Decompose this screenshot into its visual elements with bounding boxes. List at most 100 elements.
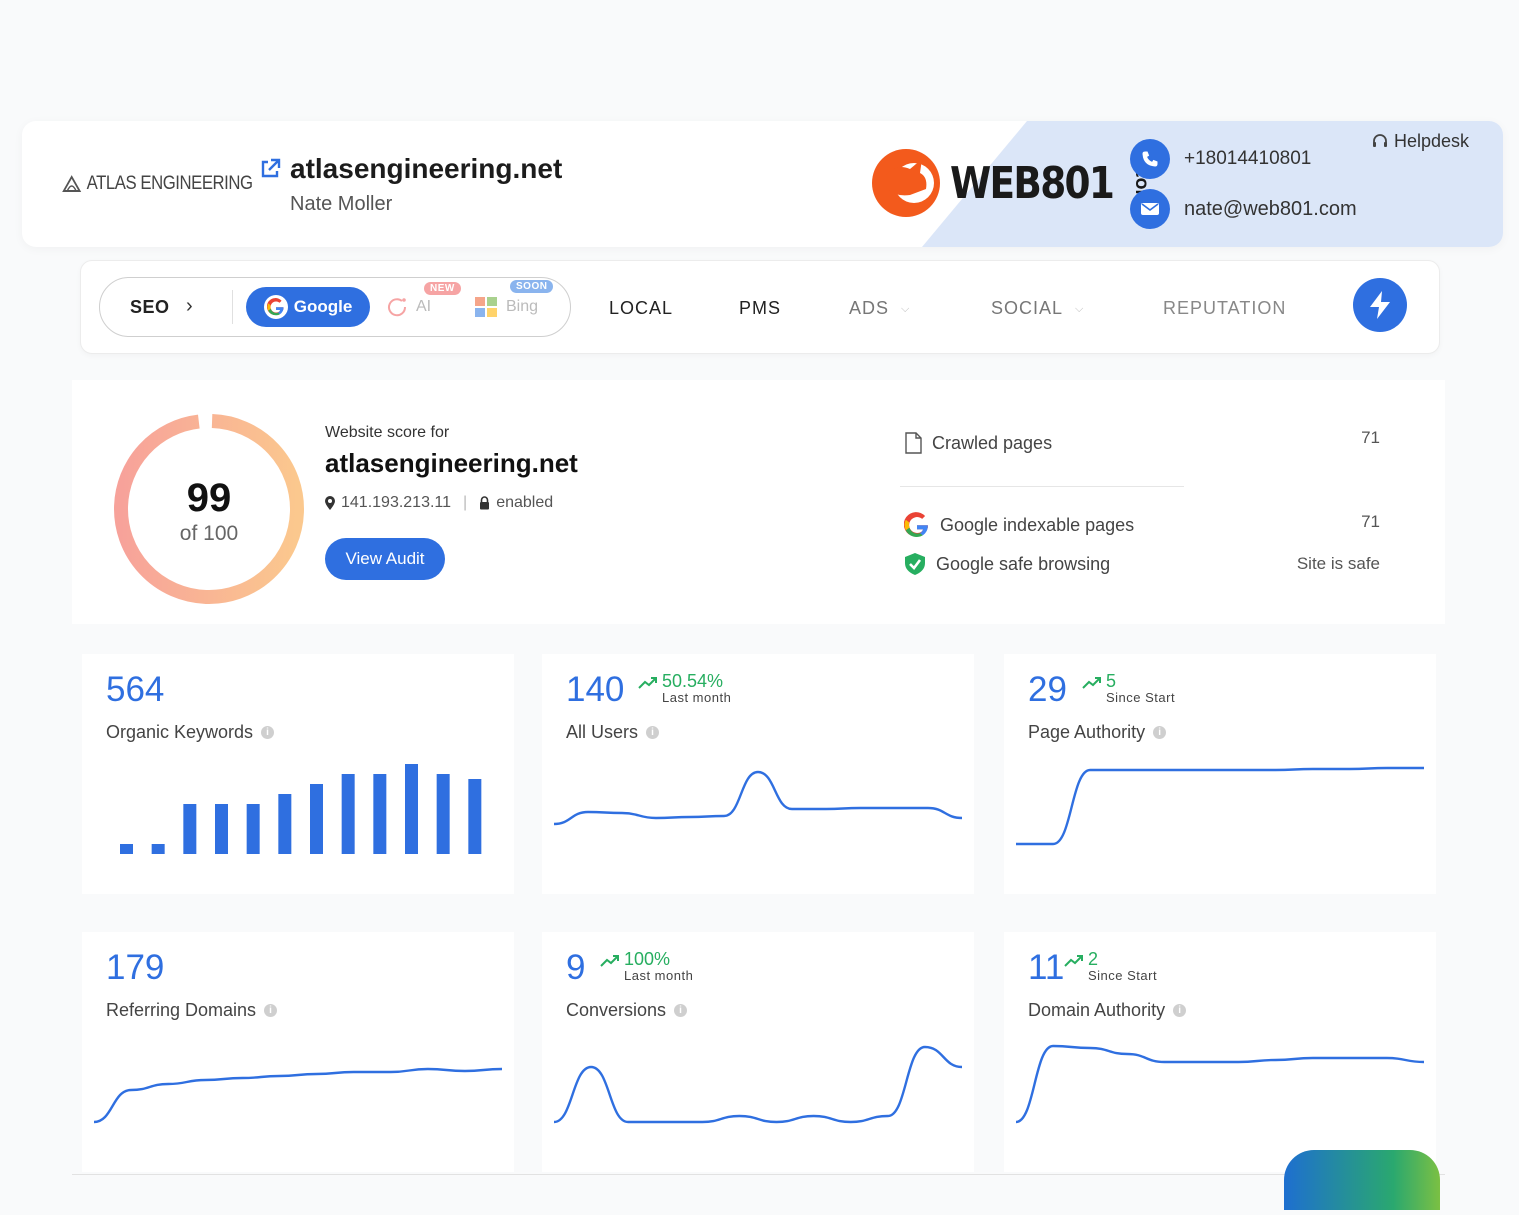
ai-refresh-icon [388, 298, 407, 317]
chart-bar[interactable] [341, 774, 355, 854]
info-icon[interactable]: i [261, 726, 275, 739]
envelope-icon [1130, 189, 1170, 229]
chart-line [553, 1045, 963, 1124]
site-link[interactable]: atlasengineering.net [258, 153, 562, 185]
site-meta: 141.193.213.11 | enabled [325, 494, 553, 512]
nav-social-label: SOCIAL [991, 298, 1064, 318]
chart-line [553, 770, 963, 826]
indexable-pages-row: Google indexable pages 71 [904, 512, 1380, 538]
metric-label: Conversions [566, 1000, 667, 1020]
referring-domains-value: 179 [106, 948, 165, 987]
nav-local[interactable]: LOCAL [609, 298, 674, 318]
chart-bar[interactable] [405, 764, 418, 854]
info-icon[interactable]: i [264, 1004, 278, 1017]
headset-icon [1373, 133, 1387, 147]
chart-bar[interactable] [436, 774, 450, 854]
domain-authority-chart [1015, 1044, 1425, 1124]
meta-separator: | [463, 494, 468, 511]
info-icon[interactable]: i [1173, 1004, 1187, 1017]
nav-social[interactable]: SOCIAL ⌵ [991, 298, 1084, 319]
seo-selector: SEO › Google AI NEW Bing SOON [99, 277, 571, 337]
shield-check-icon [905, 553, 925, 575]
chart-bar[interactable] [183, 804, 197, 854]
email-contact[interactable]: nate@web801.com [1130, 189, 1357, 229]
phone-icon [1130, 139, 1170, 179]
page-authority-label: Page Authority i [1028, 722, 1167, 743]
chart-bar[interactable] [373, 774, 387, 854]
chevron-down-icon: ⌵ [901, 302, 911, 315]
all-users-label: All Users i [566, 722, 660, 743]
nav-ads-label: ADS [849, 298, 890, 318]
conversions-chart [553, 1045, 963, 1124]
page-authority-card: 29 5 Since Start Page Authority i [1004, 654, 1436, 894]
safe-label: Google safe browsing [936, 553, 1111, 574]
page-bottom [0, 1174, 1519, 1215]
chart-bar[interactable] [215, 804, 228, 854]
score-caption: Website score for [325, 424, 450, 441]
trend-value: 50.54% [662, 671, 724, 691]
nav-reputation[interactable]: REPUTATION [1163, 298, 1287, 318]
helpdesk-link[interactable]: Helpdesk [1370, 131, 1469, 152]
main-nav: SEO › Google AI NEW Bing SOON LOCAL PMS … [80, 260, 1440, 354]
trend-period: Since Start [1088, 968, 1158, 983]
chart-bar[interactable] [468, 779, 482, 854]
info-icon[interactable]: i [646, 726, 660, 739]
trend-value: 100% [624, 949, 671, 969]
chart-bar[interactable] [151, 844, 165, 854]
phone-contact[interactable]: +18014410801 [1130, 139, 1311, 179]
seo-tab[interactable]: SEO [130, 297, 170, 317]
safe-value: Site is safe [1296, 554, 1380, 573]
phone-number: +18014410801 [1184, 148, 1312, 169]
page-bottom-border [72, 1174, 1445, 1175]
score-ring [113, 414, 304, 605]
chart-bar[interactable] [310, 784, 323, 854]
atlas-logo-icon [62, 175, 82, 192]
page-authority-trend: 5 Since Start [1082, 672, 1175, 705]
chart-bar[interactable] [120, 844, 133, 854]
ai-engine-button[interactable]: AI [386, 296, 431, 318]
all-users-card: 140 50.54% Last month All Users i [542, 654, 974, 894]
trend-up-icon [1082, 677, 1101, 689]
company-logo-text: ATLAS ENGINEERING [86, 173, 253, 194]
site-owner: Nate Moller [290, 193, 393, 215]
chart-bar[interactable] [246, 804, 260, 854]
bing-label: Bing [506, 298, 539, 315]
view-audit-button[interactable]: View Audit [325, 538, 445, 580]
site-header: ATLAS ENGINEERING atlasengineering.net N… [22, 121, 1503, 247]
google-logo-icon [904, 512, 928, 537]
quick-action-button[interactable] [1353, 278, 1407, 332]
new-badge: NEW [424, 282, 461, 295]
nav-ads[interactable]: ADS ⌵ [849, 298, 910, 319]
indexable-label: Google indexable pages [940, 514, 1135, 535]
crawled-value: 71 [1361, 428, 1380, 447]
metric-label: All Users [566, 722, 639, 742]
info-icon[interactable]: i [674, 1004, 688, 1017]
score-value: 99 [186, 476, 232, 520]
rhino-logo-icon [872, 149, 940, 217]
company-logo: ATLAS ENGINEERING [62, 173, 253, 195]
brand-name: WEB801 [950, 157, 1115, 209]
referring-domains-chart [93, 1067, 503, 1124]
page-authority-value: 29 [1028, 670, 1067, 709]
chart-bar[interactable] [278, 794, 292, 854]
nav-pms[interactable]: PMS [739, 298, 782, 318]
trend-period: Last month [624, 968, 694, 983]
trend-value: 5 [1106, 671, 1117, 691]
score-max: of 100 [179, 522, 239, 545]
all-users-trend: 50.54% Last month [638, 672, 731, 705]
google-engine-button[interactable]: Google [246, 287, 370, 327]
domain-authority-label: Domain Authority i [1028, 1000, 1187, 1021]
chevron-right-icon[interactable]: › [186, 295, 193, 317]
ip-address: 141.193.213.11 [341, 494, 452, 511]
chat-widget-button[interactable] [1284, 1150, 1440, 1210]
trend-up-icon [638, 677, 657, 689]
domain-authority-trend: 2 Since Start [1064, 950, 1157, 983]
metric-label: Organic Keywords [106, 722, 254, 742]
safe-browsing-row: Google safe browsing Site is safe [904, 552, 1380, 576]
trend-up-icon [1064, 955, 1083, 967]
info-icon[interactable]: i [1153, 726, 1167, 739]
page-authority-chart [1016, 766, 1424, 846]
bing-engine-button[interactable]: Bing [474, 296, 538, 318]
domain-authority-value: 11 [1028, 948, 1065, 987]
referring-domains-card: 179 Referring Domains i [82, 932, 514, 1172]
